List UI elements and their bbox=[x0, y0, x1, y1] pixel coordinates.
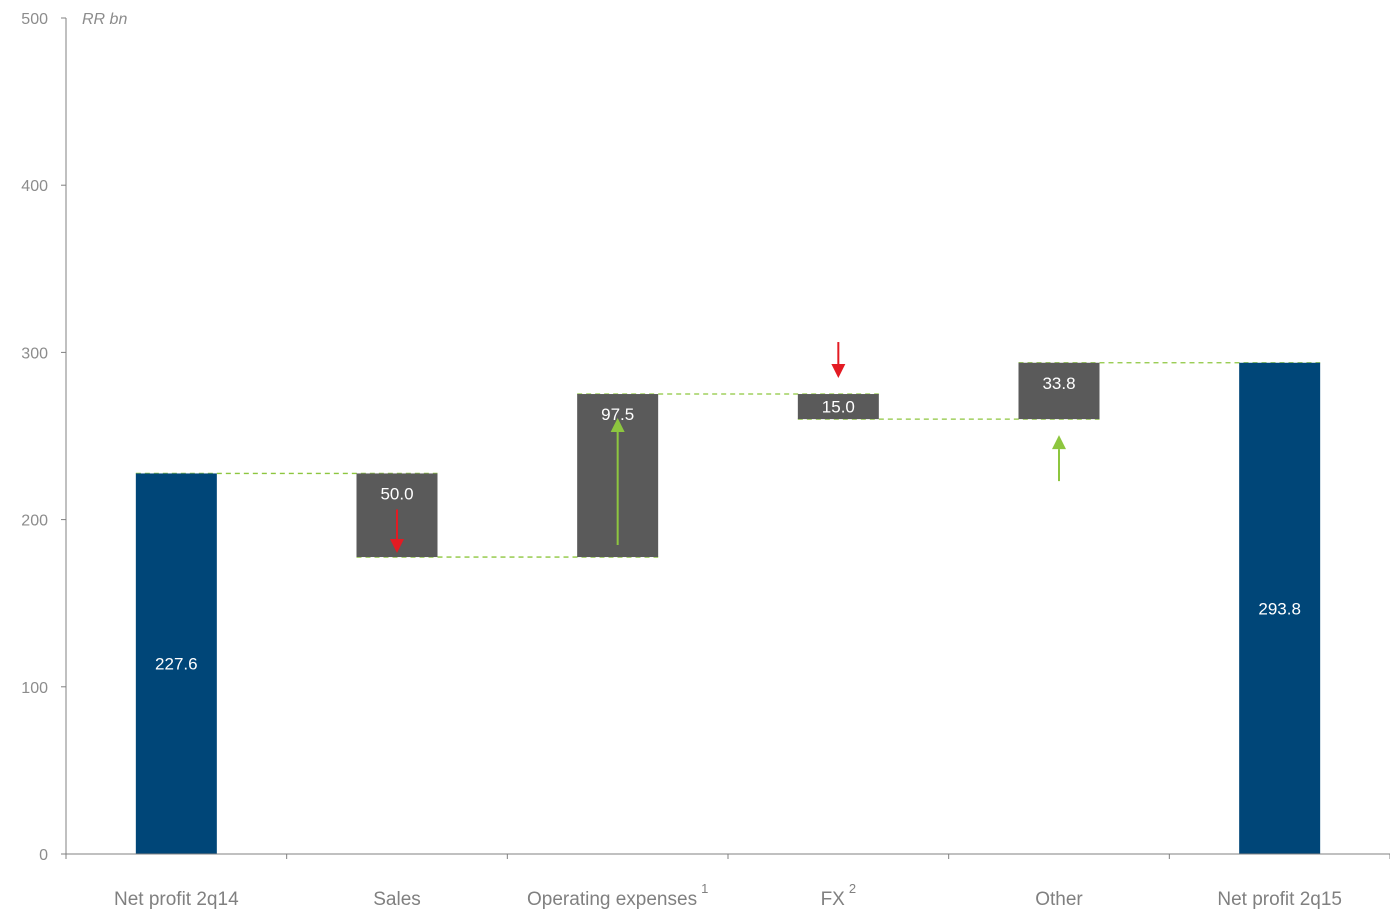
total-bar bbox=[1239, 362, 1321, 854]
bar-value-label: 33.8 bbox=[1042, 374, 1075, 393]
category-footnote: 2 bbox=[849, 881, 856, 896]
y-tick-label: 400 bbox=[21, 178, 48, 195]
change-arrow-head bbox=[831, 364, 846, 379]
category-footnote: 1 bbox=[701, 881, 708, 896]
bar-value-label: 97.5 bbox=[601, 405, 634, 424]
axes-group: 0 100 200 300 400 500 Net profit 2q14 Sales Oper… bbox=[21, 11, 1390, 910]
bar-value-label: 50.0 bbox=[380, 484, 413, 503]
y-tick-label: 300 bbox=[21, 345, 48, 362]
category-label: Net profit 2q15 bbox=[1217, 889, 1342, 910]
bar-value-label: 227.6 bbox=[155, 655, 198, 674]
category-label: Net profit 2q14 bbox=[114, 889, 239, 910]
total-bar bbox=[135, 473, 217, 854]
x-tick-label: FX2 bbox=[821, 881, 857, 910]
change-bar bbox=[1018, 362, 1100, 420]
category-label: Operating expenses bbox=[527, 889, 697, 910]
bar-value-label: 15.0 bbox=[822, 398, 855, 417]
x-tick-label: Net profit 2q15 bbox=[1217, 889, 1342, 910]
category-label: Other bbox=[1035, 889, 1083, 910]
bar-value-label: 293.8 bbox=[1258, 599, 1301, 618]
change-bar bbox=[797, 394, 879, 420]
x-tick-label: Net profit 2q14 bbox=[114, 889, 239, 910]
x-tick-label: Sales bbox=[373, 889, 421, 910]
x-tick-label: Other bbox=[1035, 889, 1083, 910]
arrows-group bbox=[390, 342, 1066, 554]
change-arrow-head bbox=[390, 539, 404, 554]
category-label: Sales bbox=[373, 889, 421, 910]
y-tick-label: 500 bbox=[21, 11, 48, 28]
y-tick-label: 100 bbox=[21, 680, 48, 697]
connector-lines bbox=[135, 362, 1321, 558]
bars-group: 227.6 50.0 97.5 15.0 33.8 293.8 bbox=[135, 362, 1321, 854]
x-tick-label: Operating expenses 1 bbox=[527, 881, 708, 910]
category-label: FX bbox=[821, 889, 846, 910]
change-arrow-head bbox=[610, 418, 625, 433]
y-tick-label: 200 bbox=[21, 513, 48, 530]
y-tick-label: 0 bbox=[39, 847, 48, 864]
unit-label: RR bn bbox=[82, 11, 127, 28]
change-arrow-head bbox=[1052, 435, 1066, 450]
